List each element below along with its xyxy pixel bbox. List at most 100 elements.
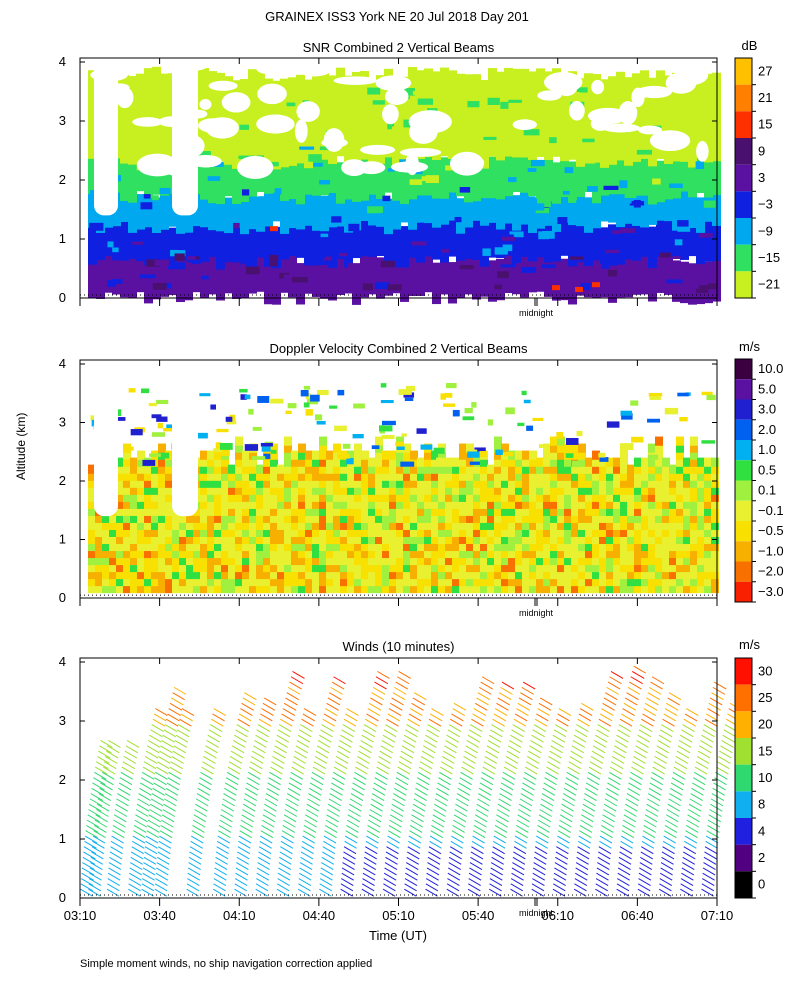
doppler-cell [592, 457, 600, 467]
snr-cell [552, 162, 561, 204]
doppler-cell [179, 527, 187, 537]
doppler-cell [431, 471, 439, 481]
wind-barb [693, 771, 707, 780]
doppler-cell [515, 478, 523, 488]
doppler-cell [410, 548, 418, 559]
doppler-cell [711, 492, 719, 502]
snr-cell [376, 214, 385, 256]
doppler-cell [284, 499, 292, 509]
doppler-cell [151, 576, 159, 587]
snr-cell [128, 256, 137, 299]
snr-cell [672, 216, 681, 259]
doppler-cell [599, 492, 607, 502]
doppler-cell [291, 548, 299, 559]
doppler-cell [256, 534, 264, 545]
doppler-cell [466, 513, 474, 523]
wind-barb [450, 840, 464, 849]
wind-barb [568, 761, 581, 770]
doppler-cell [116, 569, 124, 580]
doppler-cell [508, 457, 516, 467]
doppler-cell [676, 534, 684, 545]
snr-cell [528, 154, 537, 197]
wind-barb [681, 729, 694, 738]
doppler-cell [214, 555, 222, 566]
doppler-cell [207, 548, 215, 559]
doppler-cell [711, 520, 719, 530]
doppler-cell [298, 513, 306, 523]
doppler-cell [137, 485, 145, 495]
wind-barb [558, 824, 572, 833]
doppler-cell [207, 527, 215, 537]
snr-cell [176, 198, 185, 234]
doppler-cell [522, 576, 530, 587]
doppler-cell [529, 471, 537, 481]
doppler-cell [88, 555, 96, 566]
wind-barb [621, 830, 635, 839]
doppler-speck [166, 424, 177, 429]
wind-barb [642, 830, 656, 839]
snr-speck [605, 249, 620, 254]
doppler-cell [557, 478, 565, 488]
wind-barb [640, 856, 653, 865]
snr-cell [344, 75, 353, 165]
doppler-cell [410, 499, 418, 509]
wind-barb [164, 724, 178, 732]
wind-barb [107, 745, 120, 754]
snr-cell [472, 185, 481, 221]
doppler-cell [214, 485, 222, 495]
doppler-cell [627, 548, 635, 559]
snr-cell [472, 258, 481, 300]
doppler-cell [585, 520, 593, 530]
snr-cell [696, 68, 705, 157]
wind-barb [486, 745, 500, 754]
wind-barb [665, 819, 678, 828]
doppler-cell [585, 527, 593, 537]
doppler-cell [466, 583, 474, 594]
wind-barb [616, 888, 629, 897]
doppler-cell [578, 527, 586, 537]
wind-barb [327, 697, 341, 706]
wind-barb [491, 851, 505, 860]
snr-gap [696, 140, 709, 162]
wind-barb [144, 851, 157, 860]
doppler-cell [249, 548, 257, 559]
snr-hot-cell [552, 285, 560, 291]
wind-barb [709, 697, 723, 706]
doppler-cell [396, 499, 404, 509]
wind-barb [254, 740, 267, 748]
wind-barb [98, 750, 111, 759]
doppler-speck [396, 446, 405, 450]
wind-barb [456, 798, 469, 807]
wind-barb [556, 840, 570, 849]
wind-barb [199, 777, 212, 786]
wind-barb [272, 755, 285, 764]
wind-barb [434, 798, 448, 807]
wind-barb [257, 724, 271, 732]
doppler-cell [592, 513, 600, 523]
doppler-cell [424, 555, 432, 566]
doppler-cell [228, 478, 236, 488]
doppler-cell [459, 520, 467, 530]
snr-speck [374, 282, 390, 290]
wind-barb [363, 862, 377, 871]
wind-barb [100, 740, 113, 748]
doppler-cell [221, 548, 229, 559]
wind-barb [622, 708, 635, 717]
doppler-speck [446, 382, 457, 389]
snr-cell [264, 262, 273, 305]
doppler-cell [179, 541, 187, 552]
doppler-cell [620, 457, 628, 467]
wind-barb [171, 755, 184, 764]
doppler-cell [585, 534, 593, 545]
snr-gap [341, 159, 368, 176]
doppler-cell [459, 471, 467, 481]
doppler-cell [634, 569, 642, 580]
doppler-cell [319, 499, 327, 509]
doppler-cell [102, 576, 110, 587]
doppler-cell [445, 541, 453, 552]
snr-speck [382, 195, 391, 202]
doppler-cell [599, 548, 607, 559]
snr-cell [696, 262, 705, 305]
wind-barb [383, 872, 397, 881]
doppler-cell [172, 583, 180, 594]
